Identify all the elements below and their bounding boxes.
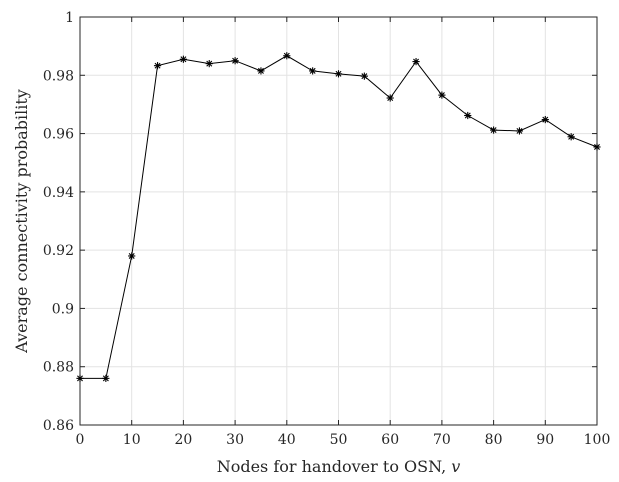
tick-labels: 0 10 20 30 40 50 60 70 80 90 100 0.86 0.88 0.9 0.92 0.9… — [43, 10, 611, 448]
y-tick-label: 0.98 — [43, 68, 74, 84]
x-tick-label: 40 — [278, 432, 296, 448]
data-point-marker — [283, 52, 291, 60]
data-point-marker — [490, 126, 498, 134]
y-tick-label: 0.9 — [52, 301, 74, 317]
data-point-marker — [309, 67, 317, 75]
x-axis-label-variable: v — [451, 457, 460, 476]
x-tick-label: 60 — [381, 432, 399, 448]
series-group — [76, 52, 601, 382]
data-point-marker — [179, 55, 187, 63]
x-tick-label: 70 — [433, 432, 451, 448]
data-point-marker — [567, 133, 575, 141]
x-axis-label: Nodes for handover to OSN, v — [217, 457, 461, 476]
x-tick-label: 20 — [174, 432, 192, 448]
y-tick-label: 0.88 — [43, 360, 74, 376]
data-point-marker — [153, 62, 162, 70]
data-point-marker — [541, 115, 549, 124]
x-tick-label: 10 — [123, 432, 141, 448]
x-tick-label: 30 — [226, 432, 244, 448]
axis-ticks — [79, 16, 598, 426]
grid-lines — [79, 16, 598, 426]
data-point-marker — [128, 252, 136, 260]
data-point-marker — [76, 374, 84, 382]
data-point-marker — [386, 94, 394, 102]
data-point-marker — [334, 70, 343, 78]
y-tick-label: 0.86 — [43, 418, 74, 434]
x-tick-label: 80 — [485, 432, 503, 448]
data-point-marker — [464, 111, 472, 120]
y-tick-label: 0.96 — [43, 127, 74, 143]
x-tick-label: 50 — [330, 432, 348, 448]
data-point-marker — [102, 374, 110, 382]
x-tick-label: 90 — [536, 432, 554, 448]
data-point-marker — [205, 60, 213, 68]
data-point-marker — [438, 91, 446, 99]
data-point-marker — [257, 67, 265, 75]
data-point-marker — [593, 143, 601, 151]
y-tick-label: 1 — [65, 10, 74, 26]
x-axis-label-text: Nodes for handover to OSN, — [217, 457, 446, 476]
y-tick-label: 0.94 — [43, 185, 74, 201]
data-point-marker — [515, 127, 524, 135]
data-point-marker — [360, 72, 368, 80]
y-axis-label: Average connectivity probability — [12, 89, 31, 354]
y-tick-label: 0.92 — [43, 243, 74, 259]
x-tick-label: 100 — [584, 432, 611, 448]
data-point-marker — [231, 57, 239, 65]
data-point-marker — [412, 57, 420, 66]
x-tick-label: 0 — [76, 432, 85, 448]
